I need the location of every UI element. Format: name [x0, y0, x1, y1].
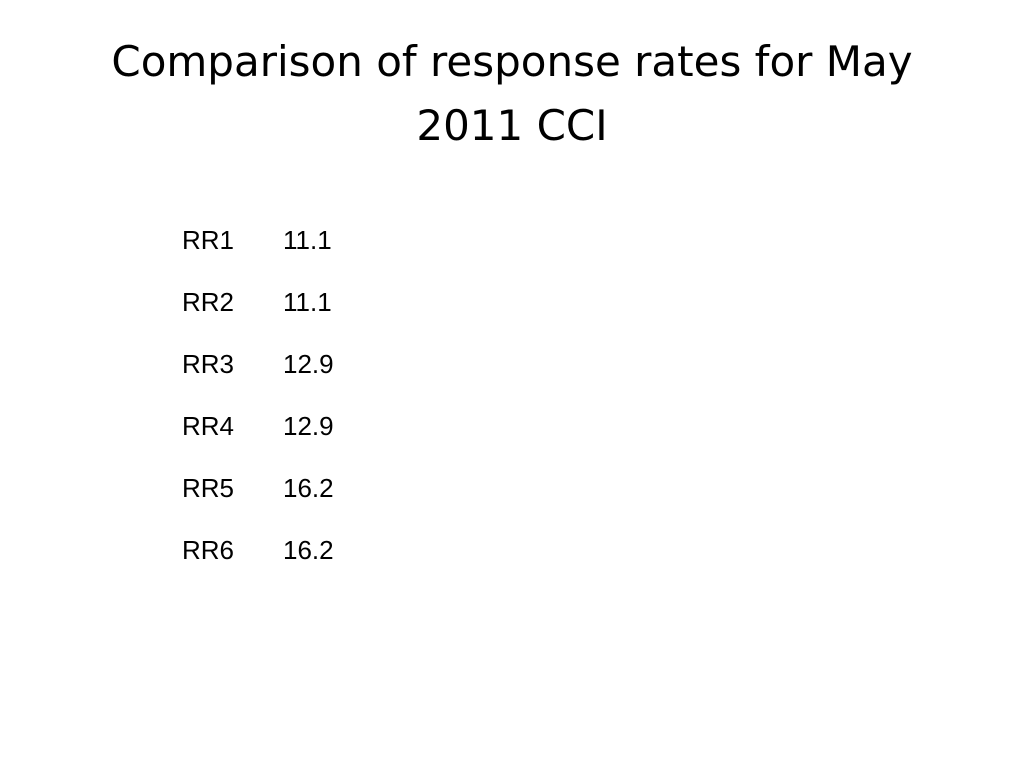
table-row: RR1 11.1 — [182, 222, 334, 284]
table-row: RR2 11.1 — [182, 284, 334, 346]
rate-name: RR4 — [182, 411, 235, 441]
rate-name: RR1 — [182, 225, 235, 255]
table-row: RR4 12.9 — [182, 408, 334, 470]
rate-value: 12.9 — [283, 411, 334, 441]
rate-name: RR3 — [182, 349, 235, 379]
table-row: RR3 12.9 — [182, 346, 334, 408]
rate-value: 16.2 — [283, 535, 334, 565]
rate-table: RR1 11.1 RR2 11.1 RR3 12.9 RR4 12.9 RR5 16.2 RR6 16… — [182, 222, 334, 594]
rate-name: RR6 — [182, 535, 235, 565]
rate-value: 12.9 — [283, 349, 334, 379]
rate-value: 16.2 — [283, 473, 334, 503]
slide-title: Comparison of response rates for May 201… — [111, 37, 913, 150]
rate-name: RR2 — [182, 287, 235, 317]
table-row: RR5 16.2 — [182, 470, 334, 532]
rate-value: 11.1 — [283, 287, 332, 317]
rate-value: 11.1 — [283, 225, 332, 255]
table-row: RR6 16.2 — [182, 532, 334, 594]
rate-name: RR5 — [182, 473, 235, 503]
